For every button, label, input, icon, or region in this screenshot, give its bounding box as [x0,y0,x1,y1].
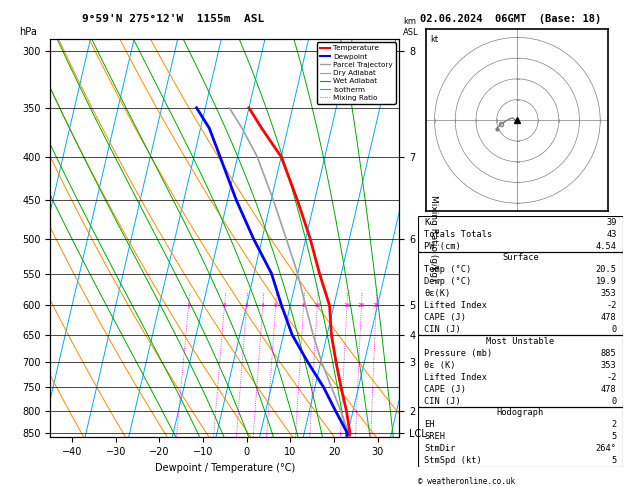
Text: -2: -2 [606,373,616,382]
Text: 16: 16 [343,303,351,308]
Text: 4: 4 [261,303,265,308]
Bar [418,407,623,467]
Text: CIN (J): CIN (J) [425,397,461,405]
Text: PW (cm): PW (cm) [425,242,461,251]
Text: Temp (°C): Temp (°C) [425,265,472,275]
Text: θε(K): θε(K) [425,289,450,298]
Text: Most Unstable: Most Unstable [486,337,555,346]
Text: 5: 5 [611,456,616,465]
Bar [418,216,623,252]
Text: 1: 1 [187,303,191,308]
Text: 43: 43 [606,230,616,239]
Text: 8: 8 [302,303,306,308]
Text: 264°: 264° [596,444,616,453]
Text: StmSpd (kt): StmSpd (kt) [425,456,482,465]
Text: CIN (J): CIN (J) [425,325,461,334]
Text: 02.06.2024  06GMT  (Base: 18): 02.06.2024 06GMT (Base: 18) [420,14,601,24]
Text: 25: 25 [372,303,380,308]
Text: θε (K): θε (K) [425,361,456,370]
Text: 478: 478 [601,384,616,394]
Text: Surface: Surface [502,254,539,262]
Text: 353: 353 [601,361,616,370]
Text: 4.54: 4.54 [596,242,616,251]
Text: 353: 353 [601,289,616,298]
Text: Dewp (°C): Dewp (°C) [425,278,472,286]
Text: 20.5: 20.5 [596,265,616,275]
Text: hPa: hPa [19,27,36,37]
Text: 20: 20 [358,303,365,308]
Text: © weatheronline.co.uk: © weatheronline.co.uk [418,477,515,486]
Text: EH: EH [425,420,435,429]
Text: 5: 5 [611,432,616,441]
Text: 0: 0 [611,397,616,405]
Text: Pressure (mb): Pressure (mb) [425,349,493,358]
Text: Lifted Index: Lifted Index [425,301,487,310]
Bar [418,335,623,407]
Text: km
ASL: km ASL [403,17,418,37]
Text: 9°59'N 275°12'W  1155m  ASL: 9°59'N 275°12'W 1155m ASL [82,14,264,24]
Text: 478: 478 [601,313,616,322]
Text: 5: 5 [274,303,277,308]
Bar [418,252,623,335]
Text: 2: 2 [611,420,616,429]
Text: StmDir: StmDir [425,444,456,453]
Legend: Temperature, Dewpoint, Parcel Trajectory, Dry Adiabat, Wet Adiabat, Isotherm, Mi: Temperature, Dewpoint, Parcel Trajectory… [316,42,396,104]
X-axis label: Dewpoint / Temperature (°C): Dewpoint / Temperature (°C) [155,463,295,473]
Text: 885: 885 [601,349,616,358]
Text: 2: 2 [223,303,226,308]
Text: -2: -2 [606,301,616,310]
Text: 10: 10 [314,303,321,308]
Text: SREH: SREH [425,432,445,441]
Text: kt: kt [430,35,438,44]
Text: Lifted Index: Lifted Index [425,373,487,382]
Text: Totals Totals: Totals Totals [425,230,493,239]
Y-axis label: Mixing Ratio (g/kg): Mixing Ratio (g/kg) [429,195,438,281]
Text: CAPE (J): CAPE (J) [425,313,467,322]
Text: Hodograph: Hodograph [497,408,544,417]
Text: 19.9: 19.9 [596,278,616,286]
Text: CAPE (J): CAPE (J) [425,384,467,394]
Text: 39: 39 [606,218,616,227]
Text: 0: 0 [611,325,616,334]
Text: 3: 3 [245,303,248,308]
Text: K: K [425,218,430,227]
